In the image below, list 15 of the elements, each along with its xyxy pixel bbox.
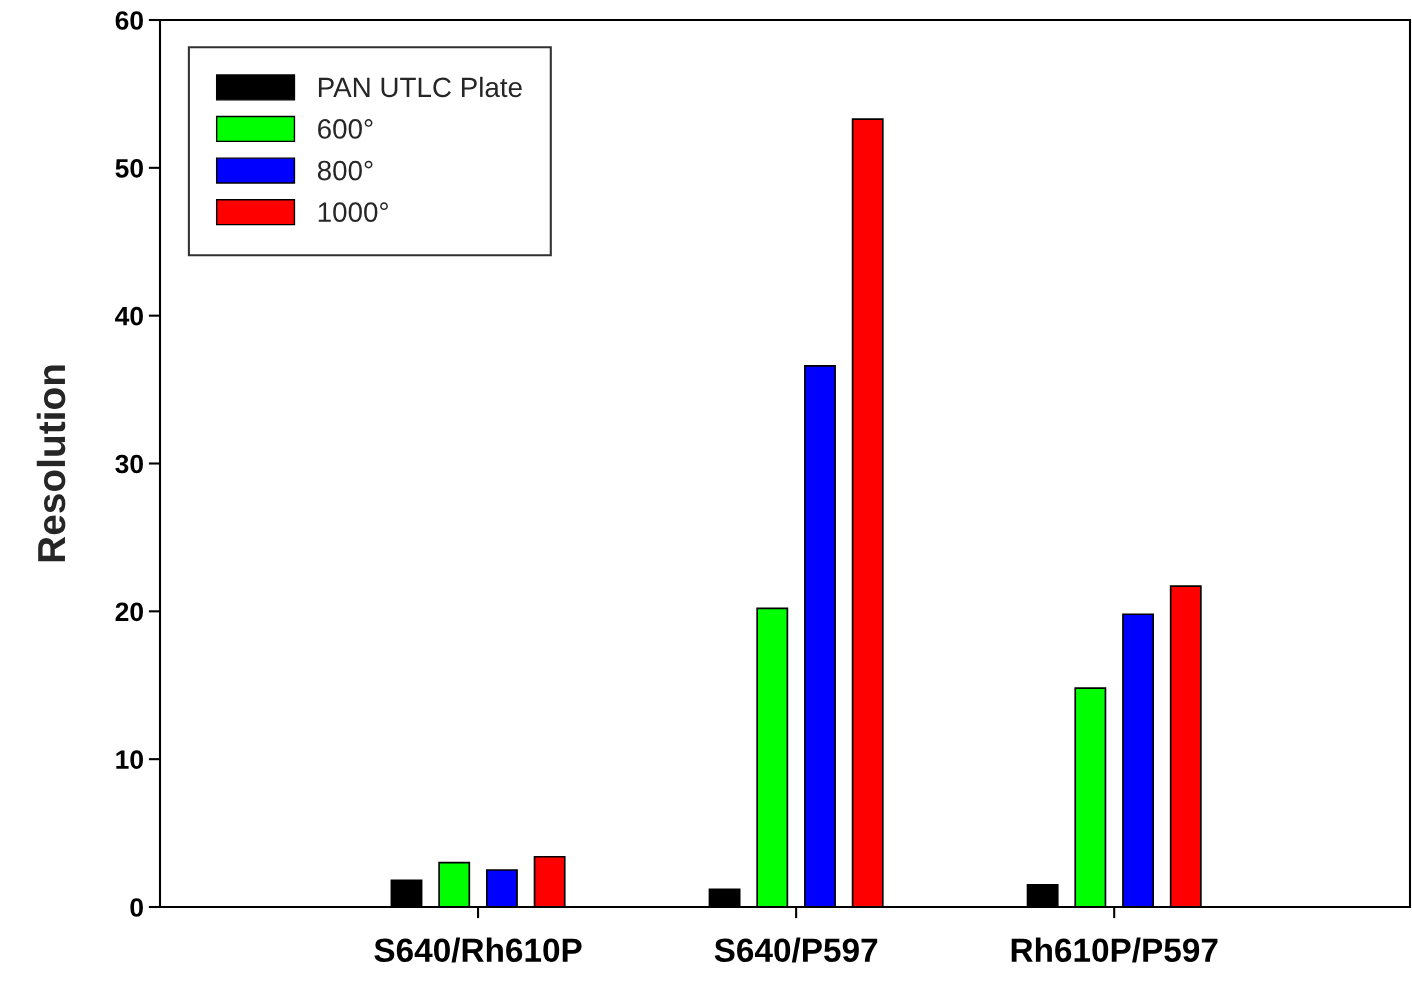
x-tick-label: Rh610P/P597: [1011, 937, 1218, 963]
y-tick-label: 50: [115, 158, 143, 178]
legend-label: 1000°: [318, 202, 388, 222]
legend-label: 600°: [318, 119, 373, 139]
y-axis-title: Resolution: [36, 365, 66, 562]
y-tick-label: 0: [130, 898, 143, 917]
legend-label: 800°: [317, 160, 373, 181]
y-tick-label: 30: [115, 454, 143, 474]
y-tick-label: 60: [115, 11, 143, 30]
y-tick-label: 10: [116, 750, 143, 769]
x-tick-label: S640/Rh610P: [374, 937, 582, 963]
legend-label: PAN UTLC Plate: [318, 76, 522, 98]
y-tick-label: 40: [115, 306, 143, 326]
y-tick-label: 20: [115, 602, 143, 622]
x-tick-label: S640/P597: [714, 937, 878, 963]
